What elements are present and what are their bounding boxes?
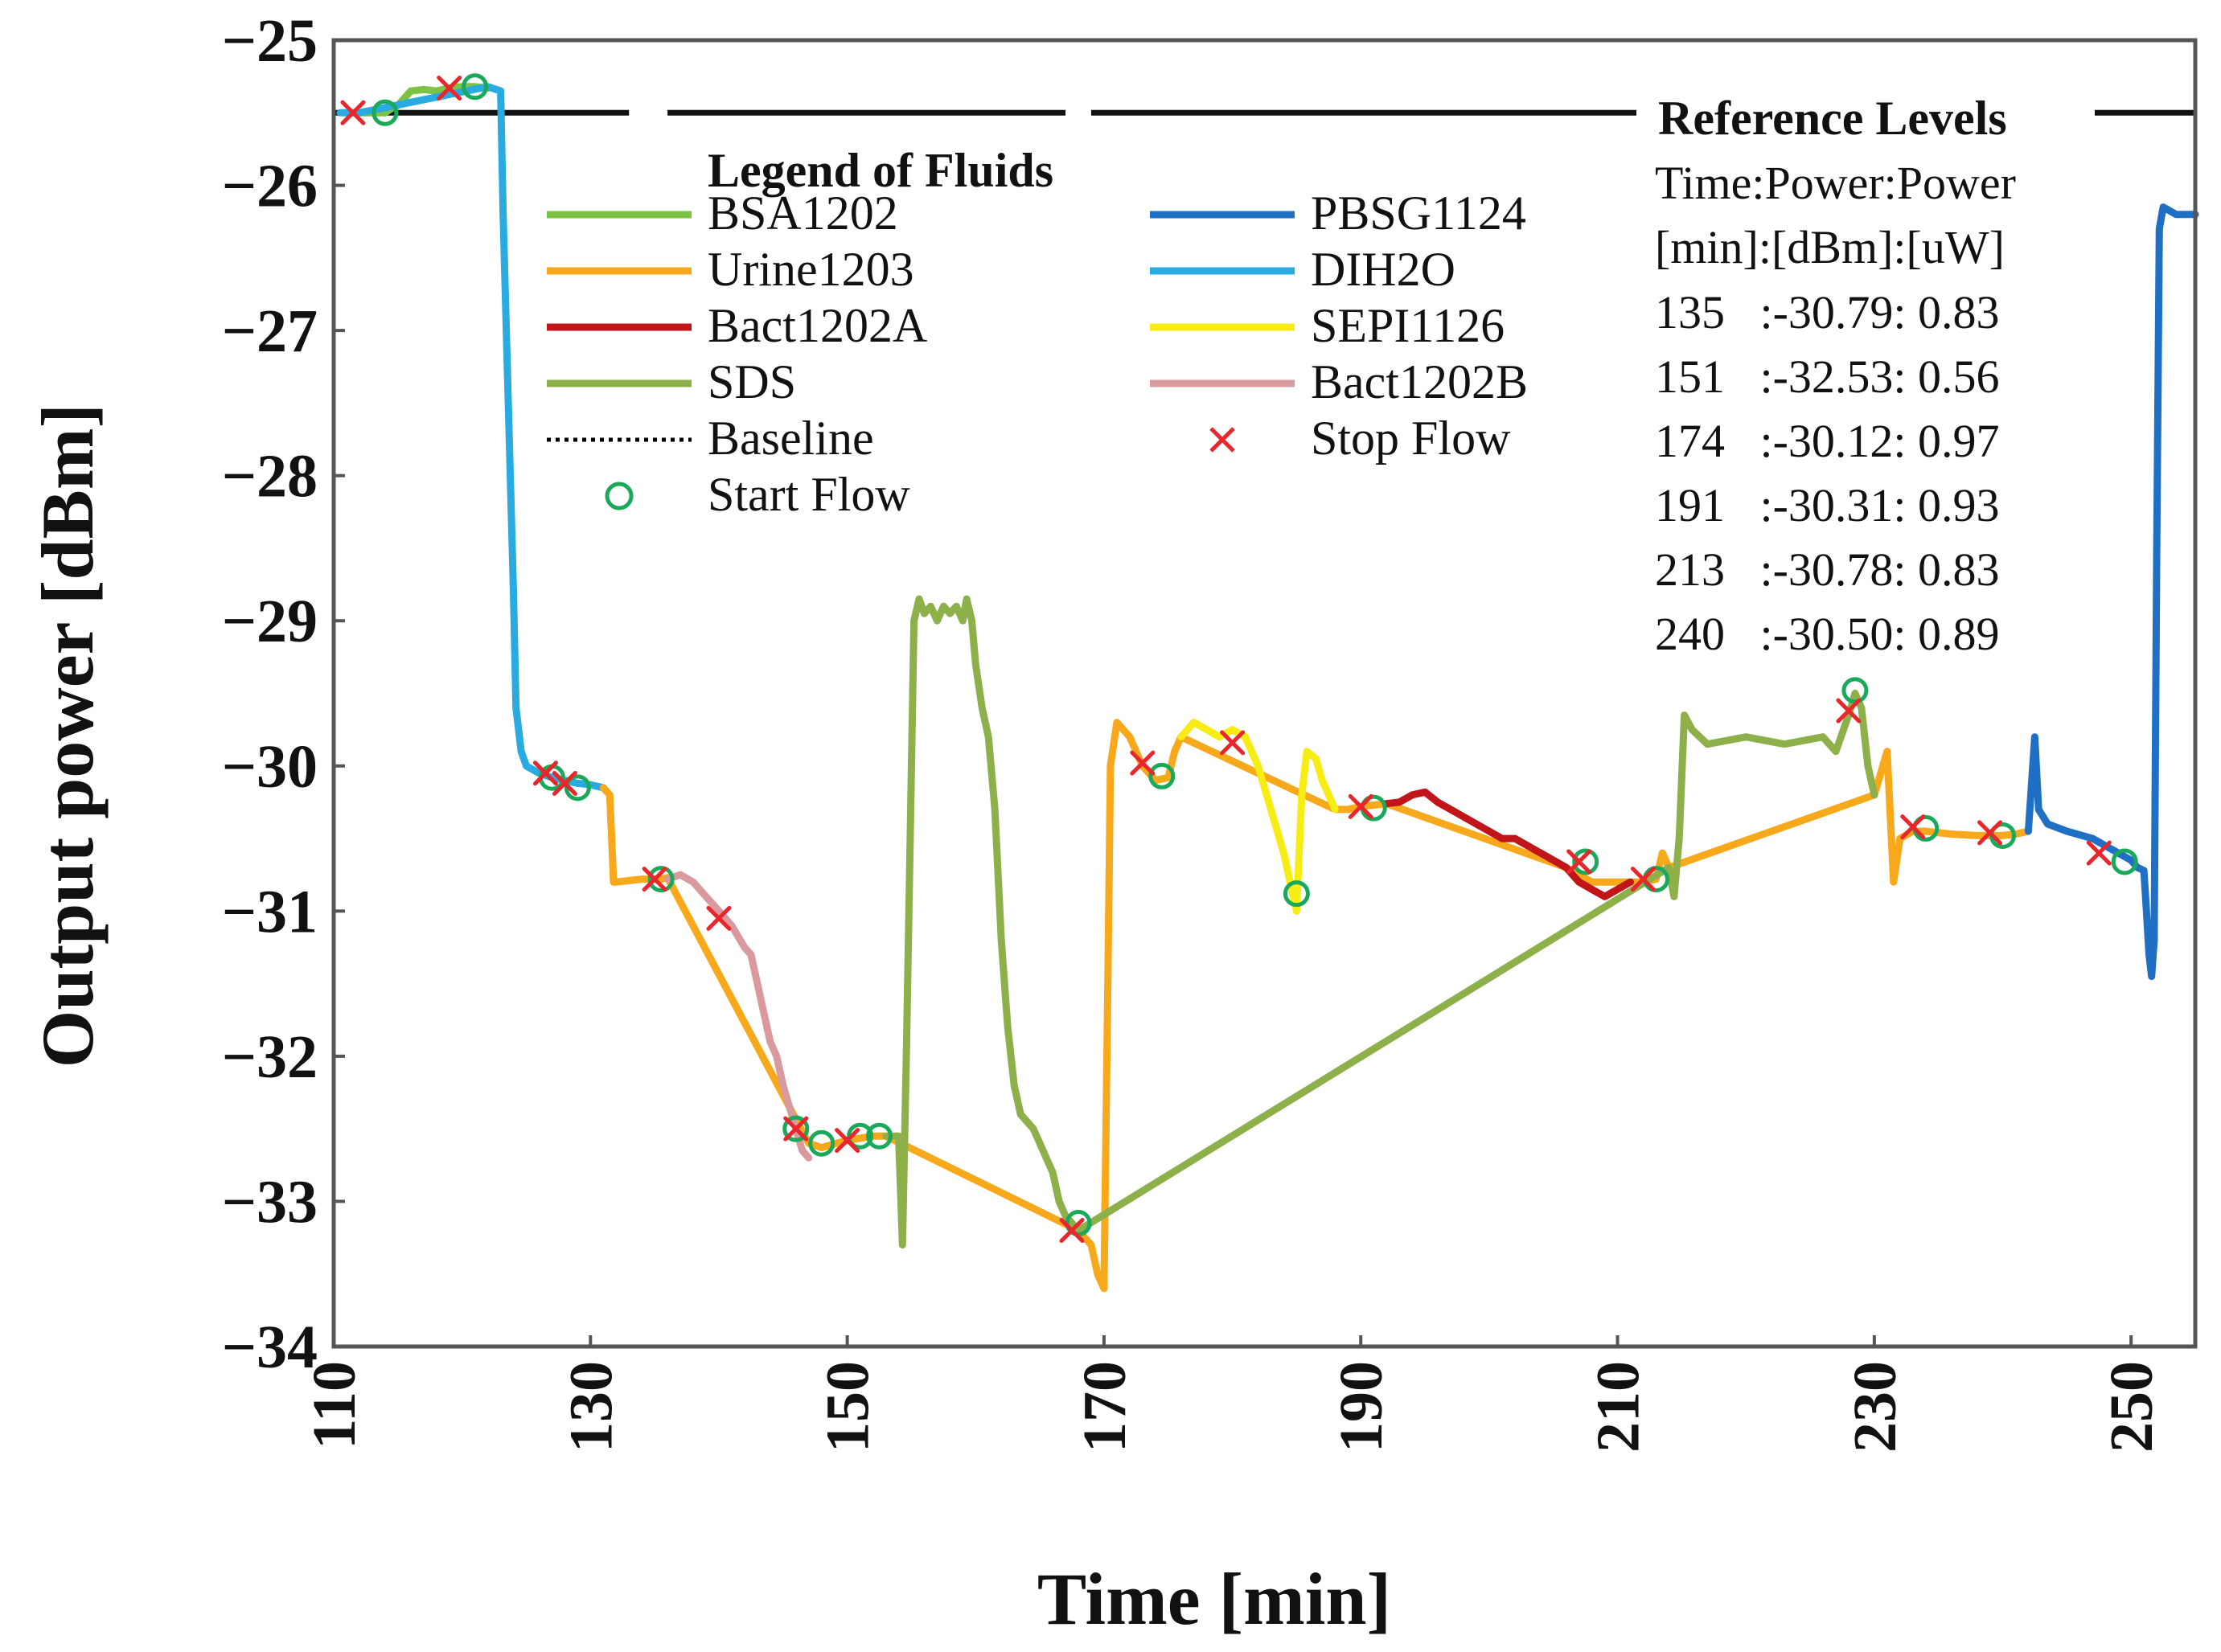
y-tick-label: −29 — [222, 588, 318, 655]
stop-flow-marker — [552, 770, 577, 796]
reference-levels-title: Reference Levels — [1658, 92, 2007, 145]
y-tick-label: −26 — [222, 153, 318, 220]
legend-swatch — [1209, 427, 1235, 453]
x-tick-label: 190 — [1328, 1361, 1395, 1453]
y-tick-label: −27 — [222, 297, 318, 365]
start-flow-marker — [1572, 848, 1599, 875]
reference-level-row: 191 :-30.31: 0.93 — [1655, 479, 2000, 531]
legend-label: Urine1203 — [708, 243, 914, 296]
stop-flow-marker — [1836, 698, 1862, 724]
stop-flow-marker — [1900, 814, 1926, 840]
start-flow-marker — [866, 1122, 893, 1150]
reference-level-row: 240 :-30.50: 0.89 — [1655, 608, 2000, 660]
stop-flow-marker — [642, 867, 667, 892]
y-tick-label: −34 — [222, 1314, 318, 1381]
series-line-bact1202b — [663, 871, 813, 1162]
x-tick-label: 150 — [815, 1361, 882, 1453]
series-line-dih2o — [336, 83, 607, 792]
y-tick-label: −31 — [222, 878, 318, 945]
y-axis-label: Output power [dBm] — [27, 404, 109, 1068]
legend: Legend of Fluids BSA1202 PBSG1124 Urine120… — [535, 127, 1540, 521]
stop-flow-marker — [437, 76, 462, 101]
stop-flow-marker — [1630, 867, 1656, 892]
reference-level-row: 213 :-30.78: 0.83 — [1655, 543, 2000, 596]
y-tick-label: −33 — [222, 1168, 318, 1236]
legend-title: Legend of Fluids — [708, 144, 1053, 197]
x-tick-label: 250 — [2098, 1361, 2166, 1453]
x-tick-label: 210 — [1585, 1361, 1652, 1453]
series-line-pbsg1124 — [2024, 203, 2199, 981]
stop-flow-marker — [1348, 793, 1373, 819]
x-tick-label: 110 — [301, 1361, 368, 1449]
reference-level-row: 135 :-30.79: 0.83 — [1655, 286, 2000, 338]
stop-flow-marker — [1566, 849, 1592, 875]
start-flow-marker — [1283, 880, 1310, 908]
stop-flow-marker — [706, 905, 732, 931]
reference-levels-header: Time:Power:Power — [1655, 157, 2016, 209]
x-tick-label: 130 — [557, 1361, 625, 1453]
x-tick-label: 230 — [1841, 1361, 1909, 1453]
start-flow-marker — [1148, 762, 1176, 789]
reference-level-row: 151 :-32.53: 0.56 — [1655, 350, 2000, 403]
marker-layer — [340, 73, 2138, 1244]
reference-levels-box: Reference Levels Time:Power:Power [min]:… — [1636, 90, 2095, 669]
stop-flow-marker — [783, 1116, 809, 1142]
y-tick-label: −30 — [222, 733, 318, 801]
stop-flow-marker — [532, 760, 558, 786]
y-tick-label: −25 — [222, 7, 318, 75]
y-tick-label: −28 — [222, 443, 318, 510]
legend-label: SEPI1126 — [1311, 299, 1505, 352]
start-flow-marker — [808, 1129, 835, 1157]
x-axis-label: Time [min] — [1037, 1558, 1391, 1640]
legend-label: DIH2O — [1311, 243, 1455, 296]
stop-flow-marker — [340, 100, 366, 125]
start-flow-marker — [647, 866, 675, 893]
reference-levels-units: [min]:[dBm]:[uW] — [1655, 221, 2005, 273]
stop-flow-marker — [1220, 730, 1246, 756]
x-tick-label: 170 — [1071, 1361, 1139, 1453]
start-flow-marker — [782, 1115, 810, 1142]
legend-label: Baseline — [708, 412, 874, 465]
series-line-bact1202a — [1382, 788, 1634, 900]
legend-label: Stop Flow — [1311, 412, 1511, 465]
y-tick-label: −32 — [222, 1023, 318, 1091]
legend-background — [535, 127, 1540, 481]
stop-flow-marker — [1977, 820, 2003, 846]
legend-label: Bact1202A — [708, 299, 927, 352]
legend-label: SDS — [708, 355, 796, 408]
reference-levels-background — [1636, 90, 2095, 669]
stop-flow-marker — [835, 1128, 860, 1154]
legend-swatch — [605, 482, 634, 510]
legend-label: Bact1202B — [1311, 355, 1528, 408]
stop-flow-marker — [1059, 1218, 1085, 1244]
plot-frame — [331, 38, 2198, 1349]
series-line-sds — [882, 595, 1878, 1249]
series-line-sepi1126 — [1177, 719, 1339, 915]
legend-label: PBSG1124 — [1311, 187, 1526, 240]
legend-label: Start Flow — [708, 468, 910, 521]
legend-label: BSA1202 — [708, 187, 898, 240]
start-flow-marker — [2111, 848, 2138, 875]
stop-flow-marker — [2086, 840, 2112, 866]
reference-level-row: 174 :-30.12: 0.97 — [1655, 415, 2000, 467]
start-flow-marker — [372, 99, 399, 126]
stop-flow-marker — [1130, 750, 1156, 776]
start-flow-marker — [462, 73, 489, 100]
series-layer — [336, 83, 2199, 1293]
